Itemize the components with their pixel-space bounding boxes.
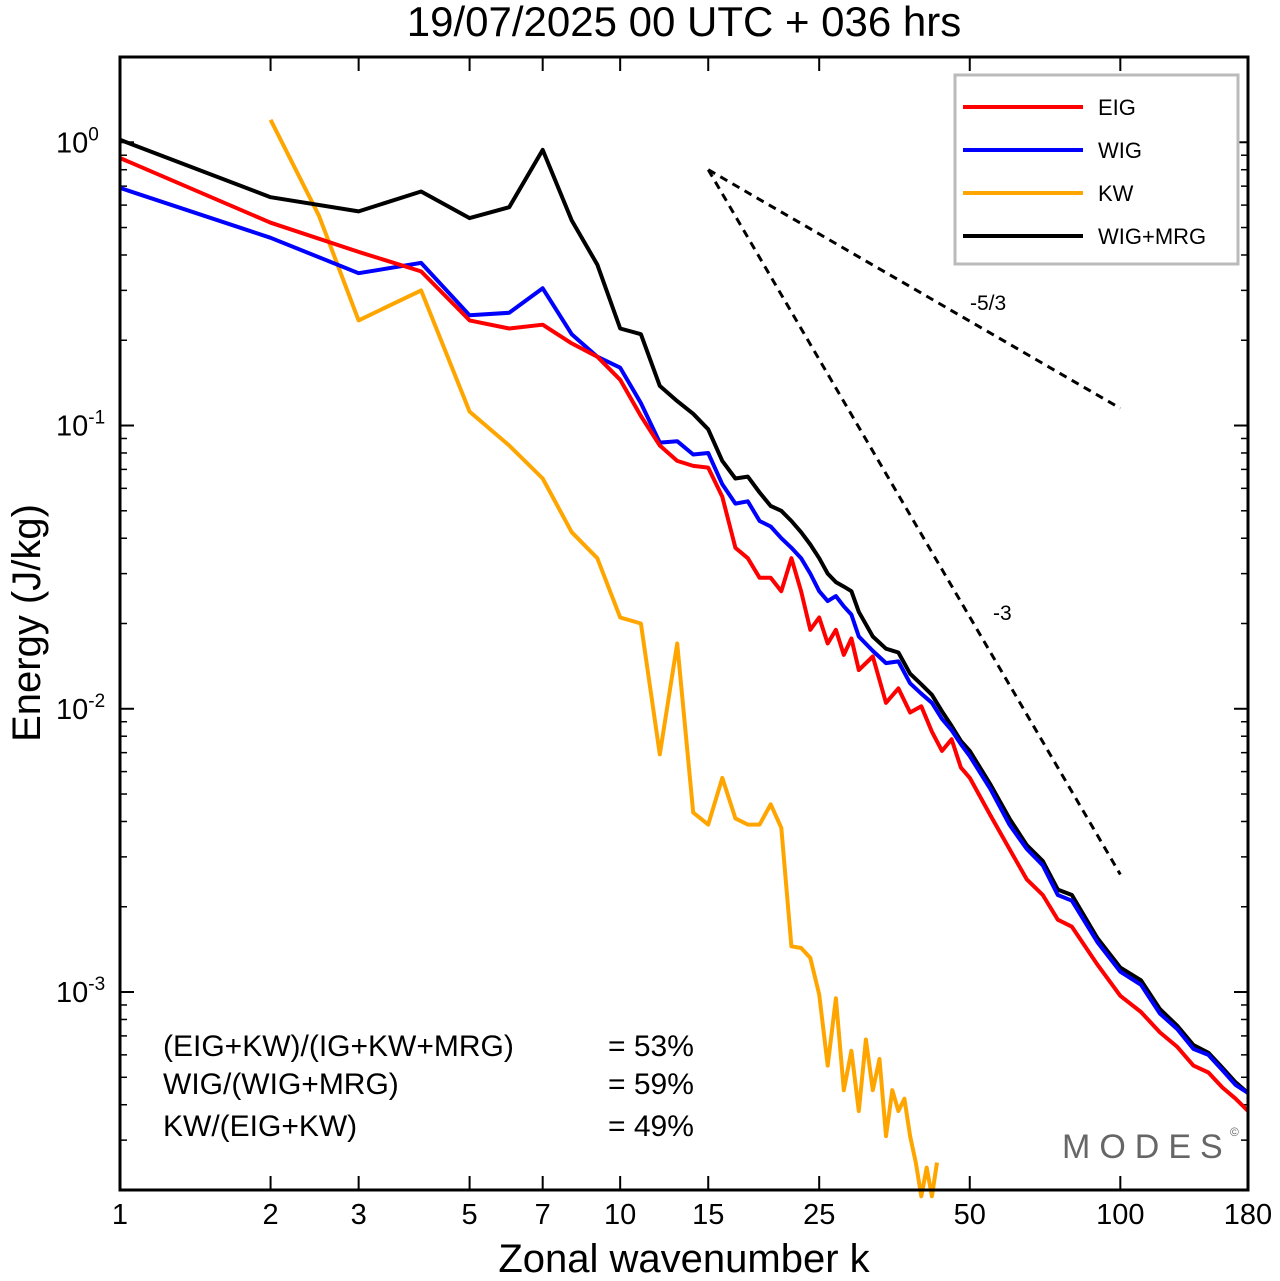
legend-label-wig-mrg: WIG+MRG	[1098, 224, 1206, 249]
x-tick-label: 15	[692, 1199, 724, 1231]
ratio-annotations: (EIG+KW)/(IG+KW+MRG) = 53% WIG/(WIG+MRG)…	[163, 1030, 694, 1143]
legend-label-kw: KW	[1098, 181, 1134, 206]
reference-slopes: -5/3 -3	[706, 168, 1122, 876]
modes-watermark: MODES	[1062, 1128, 1232, 1166]
x-tick-label: 5	[462, 1199, 478, 1231]
y-tick-label: 10-3	[56, 974, 105, 1009]
series-line-wig	[119, 186, 1250, 1095]
x-tick-label: 10	[604, 1199, 636, 1231]
slope-minus-three-line	[706, 168, 1122, 876]
x-tick-label: 1	[112, 1199, 128, 1231]
x-tick-label: 3	[351, 1199, 367, 1231]
x-tick-label: 25	[803, 1199, 835, 1231]
slope-minus-three-label: -3	[993, 602, 1012, 625]
ratio-label-eig-kw: (EIG+KW)/(IG+KW+MRG)	[163, 1030, 514, 1063]
legend-entries: EIG WIG KW WIG+MRG	[963, 95, 1206, 249]
x-tick-label: 50	[954, 1199, 986, 1231]
legend-label-eig: EIG	[1098, 95, 1136, 120]
series-layer	[119, 118, 1250, 1199]
ratio-label-wig: WIG/(WIG+MRG)	[163, 1068, 399, 1101]
y-tick-label: 10-1	[56, 408, 105, 443]
series-line-kw	[268, 118, 939, 1199]
x-tick-label: 2	[262, 1199, 278, 1231]
y-tick-label: 100	[56, 124, 99, 159]
copyright-mark: ©	[1230, 1125, 1239, 1139]
plot-frame	[118, 55, 1250, 1192]
x-tick-label: 100	[1096, 1199, 1144, 1231]
chart-title: 19/07/2025 00 UTC + 036 hrs	[407, 0, 962, 45]
ratio-value-eig-kw: = 53%	[608, 1030, 694, 1063]
ratio-label-kw: KW/(EIG+KW)	[163, 1110, 357, 1143]
x-tick-label: 180	[1224, 1199, 1272, 1231]
ratio-value-wig: = 59%	[608, 1068, 694, 1101]
slope-five-thirds-label: -5/3	[970, 292, 1006, 315]
series-line-eig	[119, 156, 1250, 1113]
legend: EIG WIG KW WIG+MRG	[953, 73, 1240, 266]
slope-five-thirds-line	[707, 168, 1122, 410]
legend-label-wig: WIG	[1098, 138, 1142, 163]
x-tick-label: 7	[535, 1199, 551, 1231]
x-axis-label: Zonal wavenumber k	[498, 1237, 870, 1281]
ratio-value-kw: = 49%	[608, 1110, 694, 1143]
y-tick-label: 10-2	[56, 691, 105, 726]
series-line-wig-mrg	[119, 137, 1250, 1095]
y-axis-label: Energy (J/kg)	[5, 504, 49, 742]
